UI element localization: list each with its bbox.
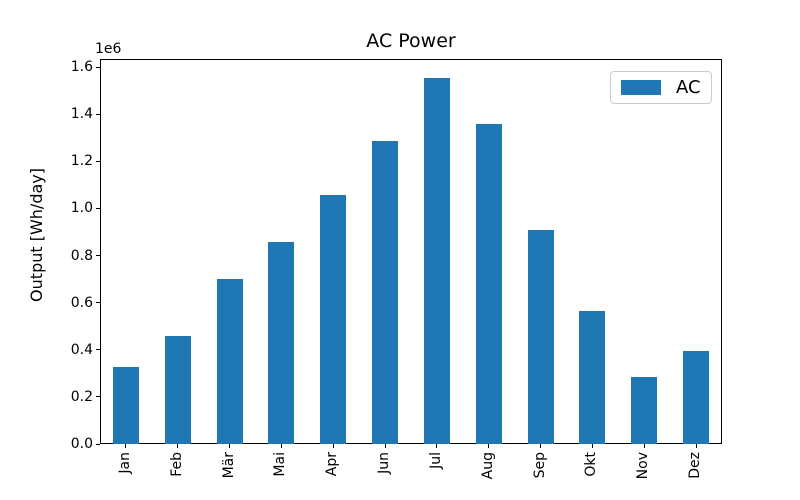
y-tick-label: 1.2 [70,153,93,170]
y-tick-mark [96,160,100,162]
x-tick-mark [488,444,490,448]
x-tick-mark [280,444,282,448]
x-tick-label: Mai [272,452,289,477]
y-tick-mark [96,443,100,445]
bar-okt [579,310,606,444]
x-tick-label: Apr [324,452,341,477]
x-tick-mark [125,444,127,448]
bar-sep [527,230,554,444]
y-tick-label: 0.6 [70,294,93,311]
legend: AC [610,71,712,104]
x-tick-label: Jun [376,452,393,474]
x-tick-label: Feb [168,452,185,477]
y-axis-offset-label: 1e6 [95,41,122,57]
bar-dez [683,350,710,444]
x-tick-label: Nov [635,452,652,480]
y-tick-label: 0.4 [70,341,93,358]
x-tick-mark [695,444,697,448]
bar-jan [112,367,139,444]
bar-mai [268,241,295,444]
y-tick-label: 1.6 [70,59,93,75]
x-tick-label: Jul [427,452,444,469]
x-tick-mark [384,444,386,448]
legend-label-ac: AC [676,76,701,98]
y-tick-mark [96,66,100,68]
y-axis-label: Output [Wh/day] [27,168,46,302]
y-tick-mark [96,255,100,256]
bar-nov [631,376,658,444]
x-tick-mark [591,444,593,448]
y-tick-label: 0.8 [70,247,93,264]
bar-mär [216,279,243,444]
y-tick-mark [96,349,100,351]
x-tick-label: Sep [531,452,548,479]
x-tick-label: Okt [583,452,600,477]
chart-title: AC Power [366,30,456,52]
x-tick-label: Dez [687,452,704,479]
x-tick-mark [540,444,542,448]
y-tick-label: 1.0 [70,200,93,217]
legend-swatch-ac [621,80,661,95]
y-tick-mark [96,113,100,115]
x-tick-mark [177,444,179,448]
plot-area [100,59,722,444]
y-tick-label: 0.2 [70,388,93,405]
x-tick-mark [643,444,645,448]
x-tick-label: Jan [116,452,133,474]
x-tick-label: Mär [220,452,237,479]
bar-jun [372,140,399,444]
x-tick-mark [436,444,438,448]
bar-aug [475,123,502,444]
bar-jul [423,77,450,444]
y-tick-label: 1.4 [70,106,93,123]
y-tick-mark [96,207,100,209]
y-tick-label: 0.0 [70,436,93,452]
x-tick-label: Aug [479,452,496,480]
bar-feb [164,336,191,444]
x-tick-mark [229,444,231,448]
bar-apr [320,195,347,444]
y-tick-mark [96,396,100,398]
y-tick-mark [96,302,100,304]
x-tick-mark [332,444,334,448]
